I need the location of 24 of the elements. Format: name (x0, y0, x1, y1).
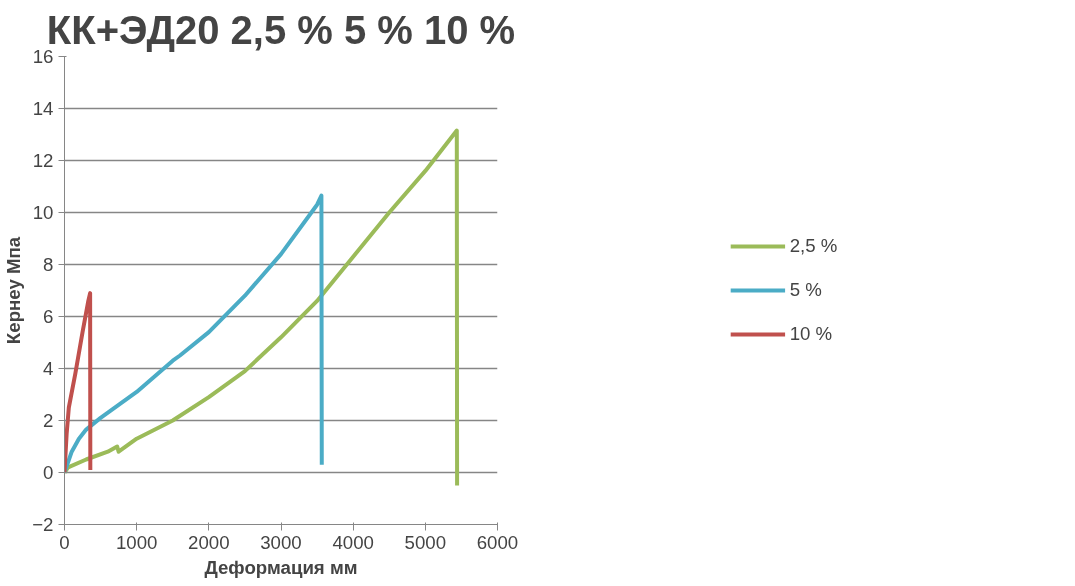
x-tick-label: 1000 (115, 531, 158, 553)
x-tick-label: 2000 (188, 531, 230, 553)
legend-label: 10 % (789, 323, 833, 345)
y-tick-label: 12 (32, 150, 54, 171)
y-tick-label: 8 (43, 254, 54, 275)
y-tick-label: −2 (32, 514, 54, 535)
line-series (64, 291, 93, 475)
legend-label: 2,5 % (789, 235, 838, 257)
x-axis-title: Деформация мм (204, 556, 358, 578)
y-tick-label: 0 (43, 462, 54, 483)
y-tick-label: 16 (32, 46, 54, 67)
y-tick-label: 10 (32, 202, 54, 223)
y-tick-label: 14 (32, 98, 54, 119)
x-tick-label: 3000 (260, 531, 302, 553)
y-tick-label: 4 (43, 358, 54, 379)
y-axis-title: Кернеу Мпа (3, 236, 25, 345)
legend-label: 5 % (789, 279, 822, 301)
y-tick-label: 2 (43, 410, 54, 431)
x-tick-label: 5000 (404, 531, 447, 553)
y-tick-label: 6 (43, 306, 54, 327)
line-series (64, 128, 460, 488)
x-tick-label: 6000 (476, 531, 519, 553)
x-tick-label: 4000 (332, 531, 374, 553)
x-tick-label: 0 (59, 531, 70, 553)
